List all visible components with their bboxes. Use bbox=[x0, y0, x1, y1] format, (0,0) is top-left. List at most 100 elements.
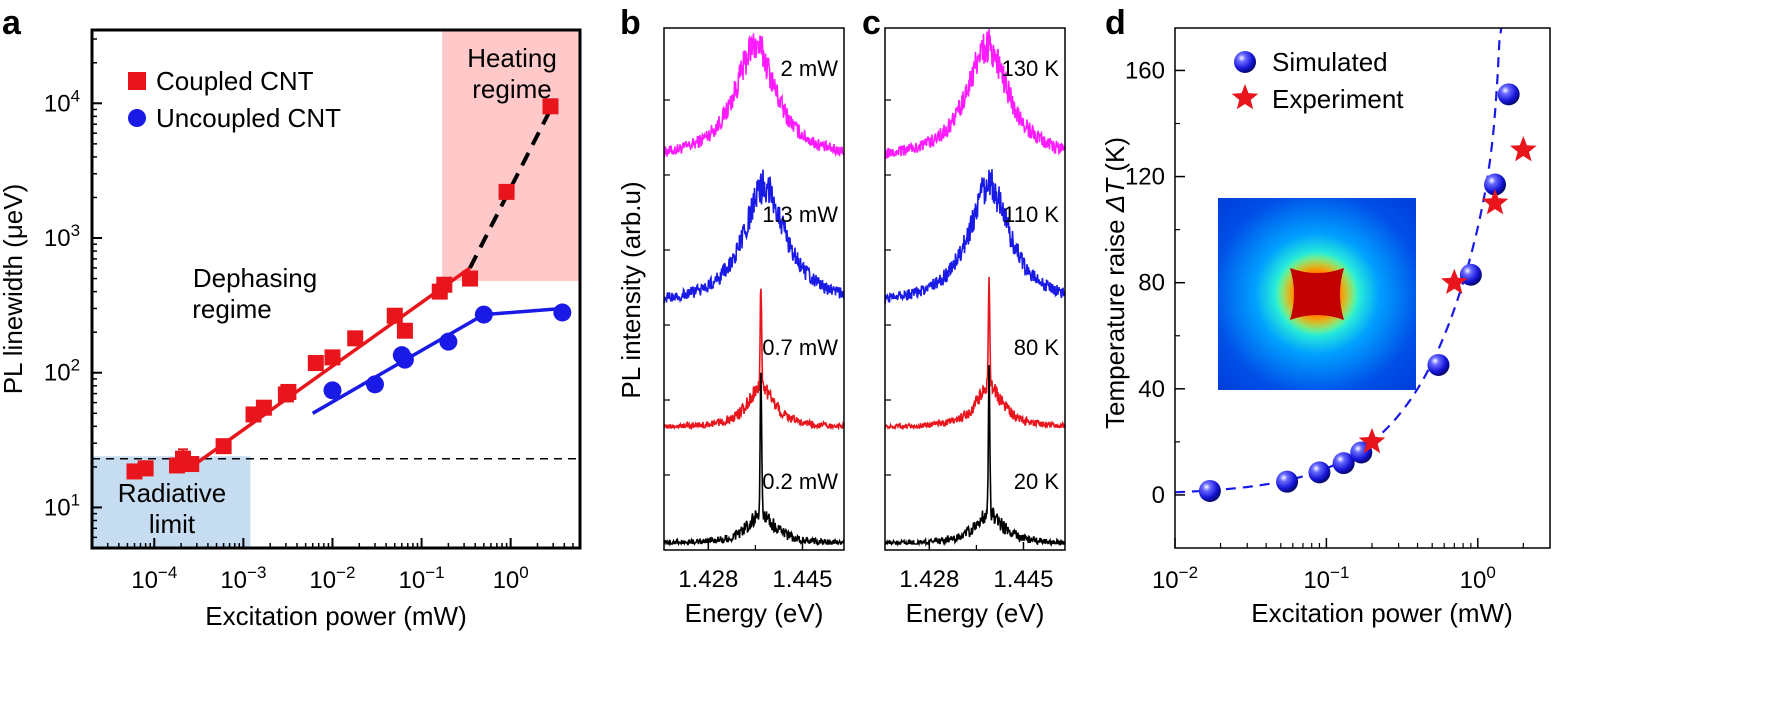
annotation-radiative-1: Radiative bbox=[118, 478, 226, 508]
panel-a-xtick-label-4-base: 10 bbox=[493, 567, 520, 594]
panel-a-ytick-label-2: 103 bbox=[44, 221, 80, 252]
uncoupled-fit bbox=[311, 306, 563, 415]
coupled-cnt-point-18 bbox=[498, 183, 515, 200]
panel-d-ytick-label-3: 120 bbox=[1125, 164, 1165, 191]
coupled-cnt-point-1 bbox=[137, 460, 154, 477]
panel-a-xtick-label-2-base: 10 bbox=[309, 567, 336, 594]
c-spectrum-110-k bbox=[884, 169, 1066, 304]
panel-d-ytick-label-2: 80 bbox=[1138, 270, 1165, 297]
coupled-fit bbox=[190, 266, 472, 469]
panel-d-xtick-label-1-base: 10 bbox=[1303, 567, 1330, 594]
b-spectrum-0-7-mw bbox=[663, 288, 845, 431]
c-xtick-label-0: 1.428 bbox=[899, 566, 959, 593]
panel-a-xtick-label-3: 10−1 bbox=[399, 563, 445, 594]
coupled-cnt-point-12 bbox=[347, 330, 364, 347]
panel-a-ytick-label-2-exp: 3 bbox=[71, 221, 80, 240]
legend-label-coupled: Coupled CNT bbox=[156, 66, 314, 96]
panel-a-xtick-label-2: 10−2 bbox=[309, 563, 355, 594]
simulated-point-3 bbox=[1332, 452, 1355, 475]
thermal-map-hotspot bbox=[1290, 268, 1344, 320]
c-spectrum-80-k bbox=[884, 276, 1066, 431]
panel-d-xtick-label-1-exp: −1 bbox=[1330, 563, 1349, 582]
b-label-0-7-mw: 0.7 mW bbox=[762, 335, 838, 360]
annotation-heating-2: regime bbox=[472, 74, 551, 104]
c-label-20-k: 20 K bbox=[1014, 469, 1060, 494]
panel-d-xtick-label-2-exp: 0 bbox=[1486, 563, 1495, 582]
annotation-radiative-2: limit bbox=[149, 509, 196, 539]
legend-marker-simulated bbox=[1234, 51, 1256, 73]
c-xtick-label-1: 1.445 bbox=[993, 566, 1053, 593]
panel-a-xtick-label-0: 10−4 bbox=[131, 563, 177, 594]
panel-a-ytick-label-3-exp: 4 bbox=[71, 86, 80, 105]
experiment-point-3 bbox=[1510, 136, 1537, 162]
b-xtick-label-0: 1.428 bbox=[678, 566, 738, 593]
uncoupled-cnt-point-5 bbox=[474, 305, 493, 324]
panel-a-frame bbox=[90, 28, 582, 550]
simulated-point-8 bbox=[1497, 83, 1520, 106]
panel-a-xtick-label-1: 10−3 bbox=[220, 563, 266, 594]
legend-label-uncoupled: Uncoupled CNT bbox=[156, 103, 341, 133]
simulated-point-7 bbox=[1484, 173, 1507, 196]
panel-b-frame bbox=[663, 27, 845, 551]
uncoupled-cnt-point-3 bbox=[395, 350, 414, 369]
panel-c: 1.428 1.445 130 K 110 K 80 K 20 K Energy (eV… bbox=[884, 27, 1066, 628]
panel-d-ytick-label-1: 40 bbox=[1138, 376, 1165, 403]
panel-d-xtick-label-0: 10−2 bbox=[1152, 563, 1198, 594]
experiment-point-0 bbox=[1358, 427, 1386, 454]
experiment-point-2 bbox=[1481, 189, 1509, 215]
simulated-point-2 bbox=[1308, 461, 1331, 484]
experiment-point-1 bbox=[1441, 268, 1468, 294]
panel-d-xtick-label-2-base: 10 bbox=[1460, 567, 1487, 594]
c-label-80-k: 80 K bbox=[1014, 335, 1060, 360]
coupled-cnt-point-7 bbox=[255, 399, 272, 416]
b-spectrum-0-2-mw bbox=[663, 372, 845, 547]
panel-d-xtick-label-1: 10−1 bbox=[1303, 563, 1349, 594]
panel-letter-c: c bbox=[862, 4, 881, 42]
panel-a-ytick-label-2-base: 10 bbox=[44, 225, 71, 252]
uncoupled-cnt-point-1 bbox=[365, 375, 384, 394]
panel-a-ytick-label-1-base: 10 bbox=[44, 360, 71, 387]
thermal-map-inset bbox=[1218, 198, 1416, 390]
coupled-cnt-point-19 bbox=[542, 98, 559, 115]
b-spectrum-1-3-mw bbox=[663, 169, 845, 304]
panel-a-ytick-label-1-exp: 2 bbox=[71, 356, 80, 375]
b-xtick-label-1: 1.445 bbox=[772, 566, 832, 593]
panel-a-ytick-label-0-exp: 1 bbox=[71, 490, 80, 509]
panel-d-frame bbox=[1174, 27, 1551, 549]
coupled-cnt-point-17 bbox=[462, 270, 479, 287]
panel-a-ytick-label-3: 104 bbox=[44, 86, 80, 117]
legend-marker-experiment bbox=[1231, 84, 1259, 110]
c-spectrum-130-k bbox=[884, 29, 1066, 160]
panel-a-xtick-label-4: 100 bbox=[493, 563, 529, 594]
panel-d-xtick-label-2: 100 bbox=[1460, 563, 1496, 594]
simulated-point-6 bbox=[1459, 263, 1482, 286]
panel-a-xtick-label-2-exp: −2 bbox=[336, 563, 355, 582]
coupled-cnt-point-13 bbox=[386, 307, 403, 324]
panel-a-xtick-label-4-exp: 0 bbox=[519, 563, 528, 582]
c-label-130-k: 130 K bbox=[1002, 56, 1060, 81]
coupled-cnt-point-16 bbox=[436, 276, 453, 293]
annotation-dephasing-1: Dephasing bbox=[193, 263, 317, 293]
panel-b-ylabel: PL intensity (arb.u) bbox=[616, 181, 646, 398]
panel-a-xlabel: Excitation power (mW) bbox=[205, 601, 467, 631]
panel-d-ytick-label-4: 160 bbox=[1125, 57, 1165, 84]
panel-a-xtick-label-3-base: 10 bbox=[399, 567, 426, 594]
uncoupled-cnt-point-4 bbox=[439, 332, 458, 351]
panel-d-xtick-label-0-exp: −2 bbox=[1179, 563, 1198, 582]
coupled-cnt-point-11 bbox=[324, 349, 341, 366]
panel-a-xtick-label-3-exp: −1 bbox=[425, 563, 444, 582]
panel-d-ylabel-main: Temperature raise bbox=[1100, 212, 1130, 429]
panel-a-xtick-label-0-exp: −4 bbox=[158, 563, 177, 582]
coupled-cnt-point-4 bbox=[183, 456, 200, 473]
panel-b-xlabel: Energy (eV) bbox=[685, 598, 824, 628]
simulated-point-1 bbox=[1276, 470, 1299, 493]
panel-d-legend: Simulated Experiment bbox=[1231, 47, 1404, 114]
legend-marker-coupled bbox=[128, 72, 146, 90]
panel-d-xlabel: Excitation power (mW) bbox=[1251, 598, 1513, 628]
b-label-2-mw: 2 mW bbox=[781, 56, 839, 81]
panel-c-frame bbox=[884, 27, 1066, 551]
exp-fit bbox=[1174, 27, 1503, 494]
